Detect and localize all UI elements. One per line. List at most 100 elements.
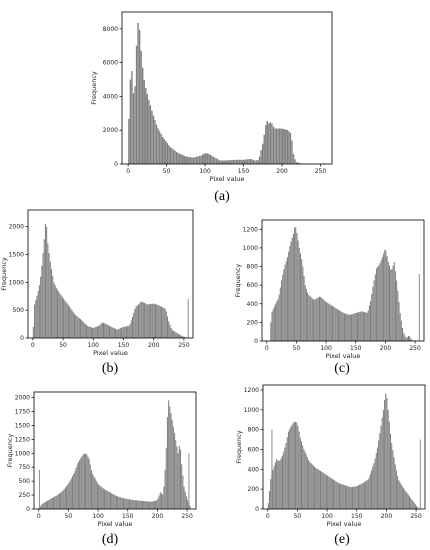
- histogram-bar: [129, 323, 131, 338]
- histogram-bar: [387, 409, 389, 509]
- x-tick-label: 150: [238, 168, 250, 175]
- histogram-bar: [35, 300, 37, 338]
- histogram-bar: [105, 323, 107, 338]
- histogram-bar: [286, 437, 288, 509]
- histogram-bar: [288, 131, 290, 164]
- histogram-bar: [277, 128, 279, 164]
- histogram-bar: [375, 453, 377, 509]
- histogram-bar: [119, 328, 121, 338]
- histogram-bar: [76, 464, 78, 509]
- histogram-bar: [87, 325, 89, 338]
- histogram-bar: [145, 88, 147, 164]
- histogram-bar: [172, 426, 174, 509]
- histogram-bar: [58, 291, 60, 338]
- histogram-spike: [38, 470, 40, 509]
- histogram-bar: [153, 303, 155, 338]
- histogram-bar: [148, 304, 150, 338]
- histogram-bars: [38, 400, 191, 509]
- histogram-bar: [101, 322, 103, 338]
- histogram-bar: [286, 257, 288, 341]
- histogram-bar: [118, 328, 120, 338]
- histogram-bar: [131, 316, 134, 338]
- histogram-bar: [183, 337, 185, 338]
- y-tick-label: 0: [254, 338, 258, 345]
- histogram-bar: [133, 500, 135, 509]
- histogram-bar: [138, 29, 141, 165]
- histogram-bar: [142, 67, 144, 164]
- histogram-bar: [43, 502, 45, 509]
- histogram-bar: [229, 160, 232, 164]
- y-tick-label: 1750: [15, 409, 30, 416]
- histogram-bar: [68, 482, 70, 509]
- x-tick-label: 50: [294, 513, 302, 520]
- histogram-bar: [57, 289, 59, 338]
- histogram-bar: [102, 488, 104, 509]
- histogram-bar: [129, 79, 132, 164]
- histogram-bar: [182, 475, 184, 509]
- x-tick-label: 50: [65, 513, 73, 520]
- histogram-bar: [182, 155, 184, 164]
- x-tick-label: 100: [88, 342, 100, 349]
- histogram-bar: [377, 266, 379, 341]
- histogram-bar: [157, 305, 159, 338]
- histogram-bar: [70, 308, 72, 338]
- histogram-bar: [206, 153, 209, 164]
- histogram-bar: [198, 155, 201, 164]
- histogram-bar: [292, 423, 294, 509]
- histogram-bar: [245, 159, 247, 164]
- histogram-bar: [352, 486, 354, 509]
- y-tick-label: 0: [26, 506, 30, 513]
- histogram-bar: [86, 325, 88, 338]
- y-tick-label: 500: [19, 478, 31, 485]
- x-axis-label: Pixel value: [93, 349, 128, 357]
- histogram-bar: [272, 126, 275, 164]
- histogram-bar: [169, 324, 171, 338]
- histogram-bar: [167, 316, 169, 338]
- histogram-bar: [109, 492, 111, 509]
- histogram-spike: [419, 439, 421, 509]
- histogram-bar: [132, 93, 135, 164]
- histogram-bar: [111, 493, 113, 509]
- histogram-bar: [133, 312, 135, 338]
- histogram-bar: [200, 155, 202, 164]
- histogram-bar: [94, 478, 96, 509]
- histogram-bar: [298, 247, 300, 341]
- histogram-bar: [381, 417, 383, 509]
- histogram-bar: [340, 483, 342, 509]
- histogram-bar: [181, 335, 183, 338]
- histogram-bar: [166, 143, 169, 164]
- histogram-bar: [177, 453, 179, 509]
- x-axis-label: Pixel value: [98, 520, 133, 528]
- histogram-bar: [120, 497, 122, 509]
- x-tick-label: 150: [350, 345, 362, 352]
- histogram-bar: [289, 246, 291, 341]
- histogram-bar: [334, 307, 336, 341]
- histogram-bar: [297, 425, 299, 509]
- histogram-bar: [333, 306, 335, 341]
- y-tick-label: 8000: [103, 26, 118, 33]
- x-tick-label: 0: [37, 513, 41, 520]
- y-tick-label: 400: [248, 466, 260, 473]
- histogram-bar: [403, 488, 405, 509]
- histogram-bar: [83, 322, 85, 338]
- histogram-bar: [318, 470, 320, 509]
- histogram-bar: [105, 489, 107, 509]
- histogram-bar: [310, 463, 312, 509]
- panel-caption: (a): [214, 189, 230, 204]
- histogram-bar: [158, 495, 160, 509]
- histogram-bar: [211, 155, 213, 164]
- histogram-bar: [92, 327, 94, 338]
- histogram-bar: [308, 460, 310, 509]
- histogram-bar: [159, 492, 161, 509]
- histogram-bar: [194, 157, 196, 164]
- histogram-bar: [346, 314, 348, 341]
- histogram-bar: [416, 505, 418, 509]
- histogram-bar: [410, 338, 412, 341]
- histogram-bar: [358, 312, 360, 341]
- histogram-bar: [386, 256, 388, 341]
- histogram-bar: [289, 429, 291, 509]
- histogram-bar: [86, 454, 88, 509]
- histogram-bar: [242, 159, 244, 164]
- histogram-bar: [399, 482, 401, 509]
- histogram-bar: [106, 490, 108, 509]
